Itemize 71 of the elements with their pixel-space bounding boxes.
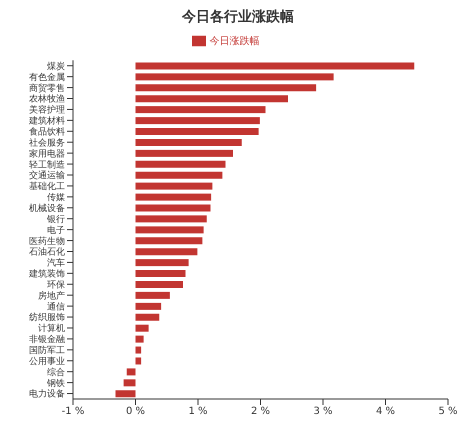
y-tick-label: 房地产 [38, 290, 65, 302]
y-tick-label: 通信 [47, 301, 65, 312]
chart-title: 今日各行业涨跌幅 [181, 8, 295, 26]
y-tick-label: 电力设备 [29, 388, 65, 400]
bar [136, 117, 260, 124]
y-tick-label: 医药生物 [29, 236, 65, 247]
bar [136, 270, 186, 278]
y-tick-label: 基础化工 [29, 181, 65, 192]
bar [136, 95, 288, 102]
bar [136, 237, 202, 244]
x-tick-label: 5 % [438, 406, 458, 418]
bar [136, 194, 212, 201]
y-tick-label: 轻工制造 [29, 159, 65, 170]
bar [136, 128, 259, 136]
y-tick-label: 交通运输 [29, 170, 65, 182]
x-tick-label: 4 % [376, 406, 396, 418]
bar [136, 84, 316, 92]
bar [136, 215, 207, 222]
y-tick-label: 传媒 [47, 192, 65, 204]
bar [136, 302, 162, 310]
y-tick-label: 环保 [47, 279, 65, 290]
bar [136, 160, 226, 168]
bar [136, 172, 222, 179]
y-tick-label: 机械设备 [29, 202, 65, 214]
bar [136, 226, 204, 234]
y-tick-label: 食品饮料 [29, 126, 65, 138]
x-tick-label: 0 % [126, 406, 146, 418]
bar [136, 357, 142, 364]
y-tick-label: 有色金属 [29, 72, 65, 83]
y-tick-label: 农林牧渔 [29, 94, 65, 105]
y-tick-label: 煤炭 [47, 60, 65, 72]
x-tick-label: 3 % [313, 406, 333, 418]
y-tick-label: 钢铁 [46, 378, 65, 389]
bar [136, 280, 183, 288]
y-tick-label: 商贸零售 [29, 82, 65, 94]
bar [126, 368, 136, 376]
bar [136, 336, 144, 343]
x-tick-label: -1 % [62, 406, 84, 418]
bar [116, 390, 136, 398]
y-tick-label: 非银金融 [29, 334, 65, 346]
bar [136, 62, 414, 70]
y-tick-label: 家用电器 [29, 148, 65, 160]
bar [136, 259, 189, 266]
y-tick-label: 社会服务 [29, 137, 65, 148]
y-tick-label: 综合 [47, 366, 65, 378]
x-tick-label: 1 % [188, 406, 208, 418]
y-tick-label: 美容护理 [29, 104, 65, 116]
bar [136, 182, 212, 190]
bar [136, 106, 266, 114]
y-tick-label: 建筑材料 [28, 116, 65, 127]
bar [136, 150, 233, 157]
y-tick-label: 建筑装饰 [28, 268, 65, 280]
bar [136, 138, 242, 146]
bar [136, 204, 210, 212]
bar [136, 346, 142, 354]
y-tick-label: 石油石化 [29, 246, 65, 258]
legend-label: 今日涨跌幅 [210, 36, 260, 47]
bar [136, 248, 198, 256]
bar [136, 292, 170, 299]
y-tick-label: 国防军工 [29, 345, 65, 356]
bar [136, 314, 160, 321]
bar [136, 73, 334, 80]
y-tick-label: 电子 [47, 224, 65, 236]
y-tick-label: 银行 [46, 214, 65, 225]
x-tick-label: 2 % [250, 406, 270, 418]
y-tick-label: 计算机 [38, 323, 65, 334]
bar [136, 324, 149, 332]
bar [124, 379, 136, 386]
y-tick-label: 汽车 [47, 258, 65, 269]
y-tick-label: 纺织服饰 [29, 312, 65, 324]
y-tick-label: 公用事业 [29, 356, 65, 367]
